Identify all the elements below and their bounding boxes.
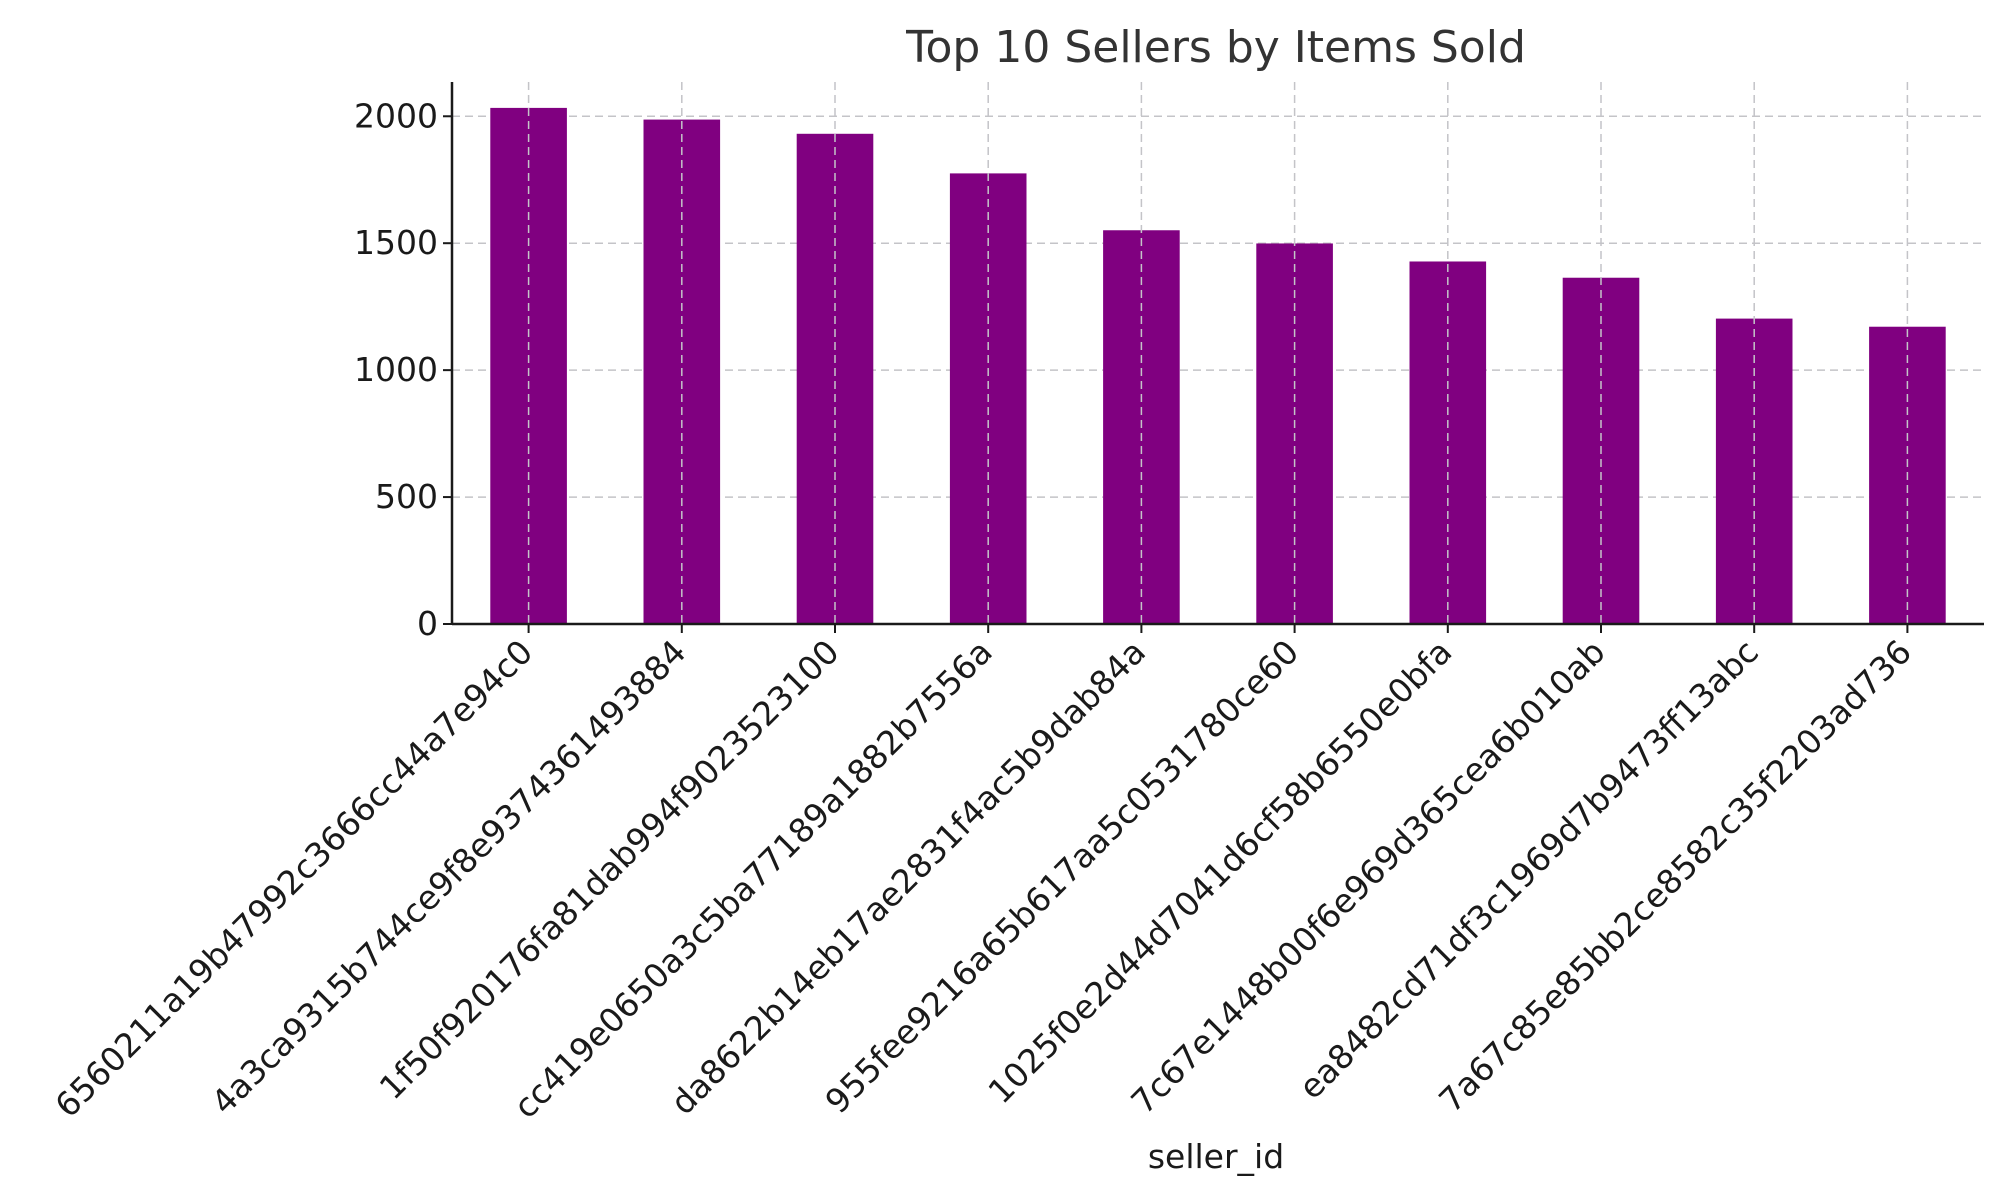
- bar: [490, 107, 567, 624]
- x-axis-ticks: 6560211a19b47992c3666cc44a7e94c04a3ca931…: [47, 624, 1919, 1126]
- y-axis-ticks: 0 500 1000 1500 2000: [354, 96, 452, 643]
- y-tick-label: 1000: [354, 350, 438, 389]
- y-tick-label: 1500: [354, 223, 438, 262]
- y-tick-label: 0: [417, 604, 438, 643]
- y-tick-label: 2000: [354, 96, 438, 135]
- y-tick-label: 500: [375, 477, 438, 516]
- chart-title: Top 10 Sellers by Items Sold: [905, 22, 1526, 73]
- bars: [490, 107, 1946, 625]
- axes: [450, 82, 1984, 626]
- x-axis-label: seller_id: [1148, 1137, 1284, 1176]
